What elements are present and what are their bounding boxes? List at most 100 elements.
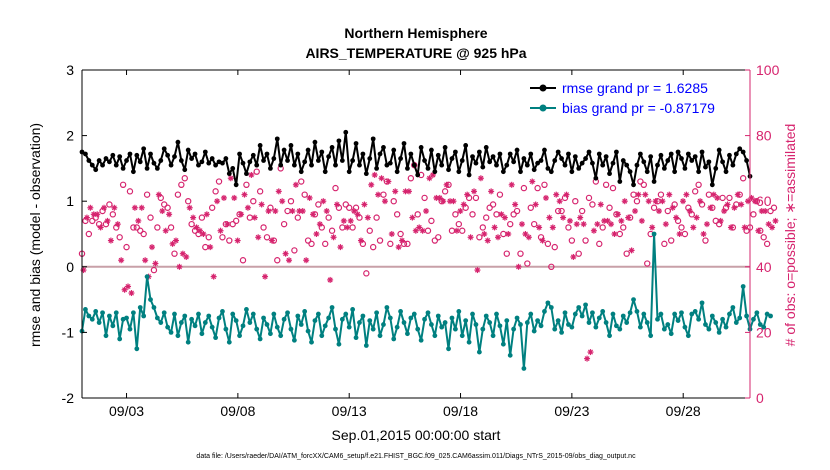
rmse-point xyxy=(336,138,342,144)
bias-point xyxy=(374,310,380,316)
bias-point xyxy=(387,315,393,321)
obs-assimilated-point xyxy=(361,201,368,208)
legend-rmse-label: rmse grand pr = 1.6285 xyxy=(562,80,708,96)
bias-point xyxy=(165,324,171,330)
rmse-point xyxy=(387,160,393,166)
bias-point xyxy=(439,324,445,330)
bias-point xyxy=(538,323,544,329)
obs-possible-point xyxy=(387,240,394,248)
bias-point xyxy=(333,326,338,332)
x-tick-label: 09/08 xyxy=(220,403,255,419)
bias-point xyxy=(470,311,475,317)
obs-possible-point xyxy=(743,227,750,234)
obs-assimilated-point xyxy=(724,201,731,208)
rmse-point xyxy=(281,147,287,153)
rmse-point xyxy=(244,171,249,177)
bias-point xyxy=(189,316,195,322)
obs-possible-point xyxy=(575,250,582,257)
bias-point xyxy=(754,310,760,316)
obs-assimilated-point xyxy=(553,191,560,198)
rmse-point xyxy=(274,136,280,142)
rmse-point xyxy=(415,172,421,178)
obs-assimilated-point xyxy=(556,198,563,205)
rmse-point xyxy=(459,158,465,163)
rmse-point xyxy=(110,152,116,158)
obs-assimilated-point xyxy=(135,217,142,224)
bias-point xyxy=(285,310,290,316)
rmse-point xyxy=(117,154,123,159)
bias-point xyxy=(86,313,92,319)
bias-point xyxy=(257,336,263,342)
bias-point xyxy=(432,333,438,339)
bias-point xyxy=(223,326,229,332)
obs-assimilated-point xyxy=(608,221,615,228)
obs-possible-point xyxy=(678,224,685,231)
obs-assimilated-point xyxy=(727,224,734,231)
bias-point xyxy=(295,313,301,319)
rmse-point xyxy=(418,145,424,150)
obs-possible-point xyxy=(472,194,480,202)
rmse-point xyxy=(692,154,698,159)
bias-point xyxy=(723,324,729,330)
bias-point xyxy=(312,318,318,323)
rmse-point xyxy=(113,162,119,168)
obs-possible-point xyxy=(178,181,185,188)
obs-possible-point xyxy=(171,250,178,257)
obs-possible-point xyxy=(154,224,161,231)
legend: rmse grand pr = 1.6285 bias grand pr = -… xyxy=(524,76,746,120)
obs-assimilated-point xyxy=(186,204,193,211)
rmse-point xyxy=(569,169,575,175)
obs-assimilated-point xyxy=(495,234,502,241)
obs-assimilated-point xyxy=(539,237,546,244)
obs-assimilated-point xyxy=(512,201,519,208)
rmse-point xyxy=(696,169,702,175)
rmse-point xyxy=(223,156,229,161)
obs-assimilated-point xyxy=(618,217,625,224)
obs-assimilated-point xyxy=(656,208,663,215)
obs-possible-point xyxy=(232,217,240,225)
obs-assimilated-point xyxy=(138,204,145,211)
rmse-point xyxy=(333,162,338,168)
rmse-point xyxy=(83,151,88,157)
obs-possible-point xyxy=(397,230,404,238)
rmse-point xyxy=(196,162,201,168)
obs-possible-point xyxy=(150,266,158,274)
y2-tick-label: 40 xyxy=(756,259,772,275)
rmse-point xyxy=(278,162,284,168)
obs-assimilated-point xyxy=(381,198,388,205)
rmse-point xyxy=(401,141,407,146)
bias-point xyxy=(130,310,136,316)
obs-possible-point xyxy=(421,194,428,202)
obs-possible-point xyxy=(702,237,709,244)
obs-possible-point xyxy=(369,243,377,251)
bias-point xyxy=(531,328,537,334)
bias-point xyxy=(637,324,643,330)
rmse-point xyxy=(435,152,441,158)
rmse-point xyxy=(381,145,386,150)
bias-point xyxy=(124,315,129,321)
bias-point xyxy=(175,333,181,339)
obs-assimilated-point xyxy=(518,221,525,228)
rmse-point xyxy=(100,162,105,168)
bias-point xyxy=(685,333,691,339)
obs-possible-point xyxy=(301,191,308,198)
obs-assimilated-point xyxy=(320,198,327,205)
rmse-point xyxy=(206,160,212,166)
obs-assimilated-point xyxy=(697,198,704,205)
obs-assimilated-point xyxy=(248,171,255,178)
obs-assimilated-point xyxy=(546,214,553,221)
rmse-point xyxy=(124,158,129,163)
obs-possible-point xyxy=(644,260,651,267)
obs-possible-point xyxy=(568,237,576,244)
bias-point xyxy=(110,323,116,329)
obs-assimilated-point xyxy=(107,237,114,244)
obs-possible-point xyxy=(726,194,733,202)
rmse-point xyxy=(408,151,414,157)
obs-assimilated-point xyxy=(570,253,577,260)
obs-assimilated-point xyxy=(755,227,762,234)
rmse-point xyxy=(723,169,729,175)
bias-point xyxy=(89,316,95,322)
rmse-point xyxy=(655,162,660,168)
rmse-point xyxy=(562,162,568,168)
obs-possible-point xyxy=(208,204,216,211)
